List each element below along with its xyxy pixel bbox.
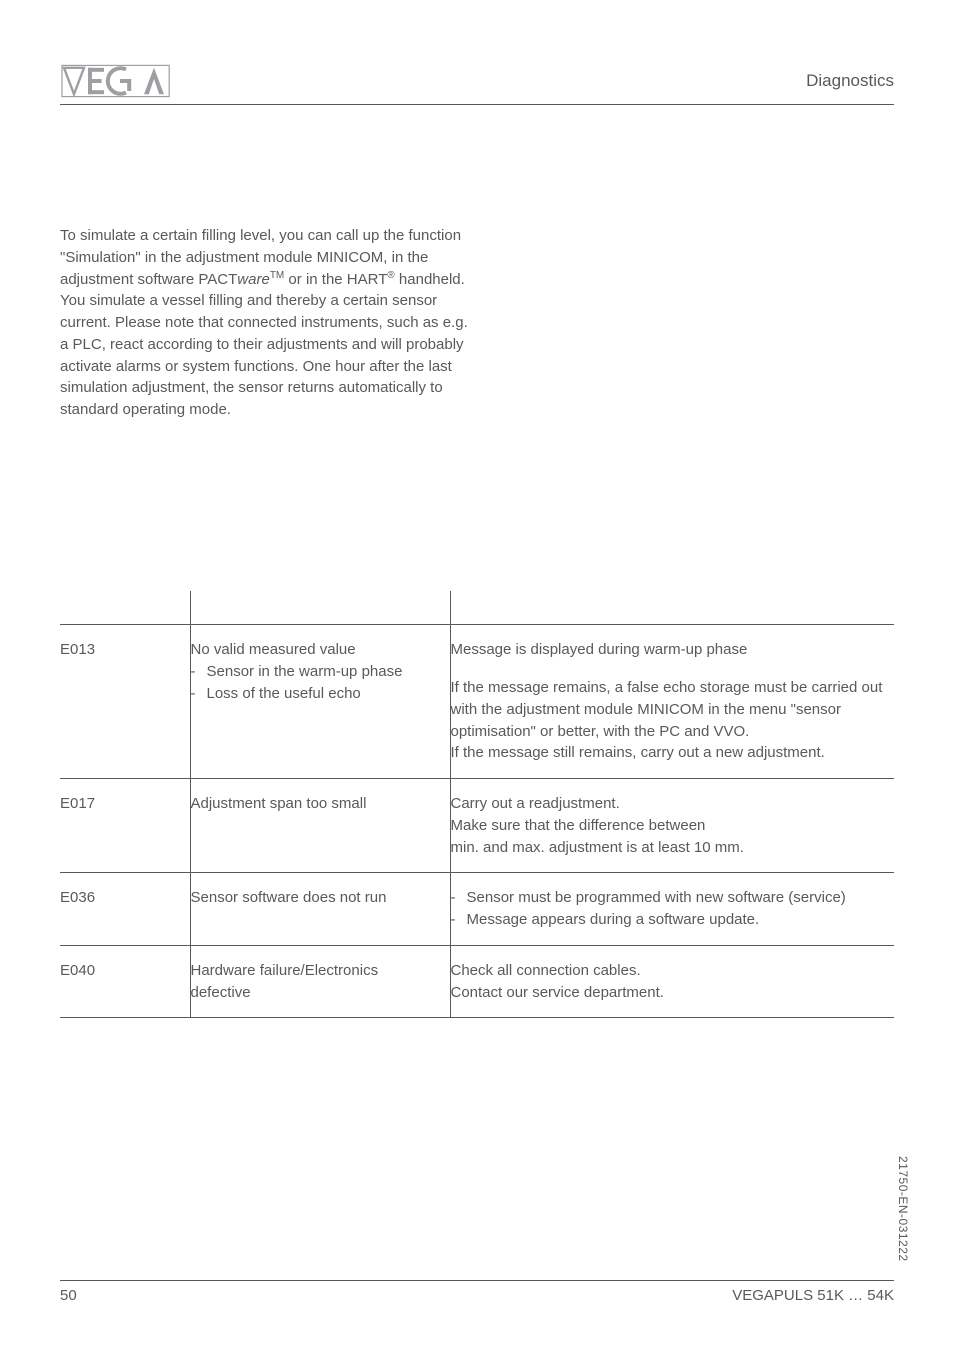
page-number: 50 (60, 1287, 77, 1304)
error-code: E036 (60, 873, 190, 946)
desc-item: - Loss of the useful echo (191, 683, 436, 705)
remedy-block: Message is displayed during warm-up phas… (451, 639, 895, 661)
desc-item: - Sensor in the warm-up phase (191, 661, 436, 683)
remedy-line: Make sure that the difference between (451, 815, 895, 837)
error-description: No valid measured value - Sensor in the … (190, 625, 450, 779)
table-header-cell (190, 591, 450, 625)
error-description: Hardware failure/Electronics defective (190, 945, 450, 1018)
intro-paragraph: To simulate a certain filling level, you… (60, 225, 470, 290)
error-remedy: Check all connection cables. Contact our… (450, 945, 894, 1018)
error-codes-table: E013 No valid measured value - Sensor in… (60, 591, 894, 1019)
intro-paragraph-2: You simulate a vessel filling and thereb… (60, 290, 470, 421)
desc-item-text: Sensor in the warm-up phase (207, 661, 436, 683)
document-id-vertical: 21750-EN-031222 (896, 1156, 910, 1262)
desc-item-text: Loss of the useful echo (207, 683, 436, 705)
table-row: E040 Hardware failure/Electronics defect… (60, 945, 894, 1018)
table-row: E017 Adjustment span too small Carry out… (60, 779, 894, 873)
intro-p1-ital: ware (237, 271, 270, 288)
table-header-cell (450, 591, 894, 625)
error-remedy: - Sensor must be programmed with new sof… (450, 873, 894, 946)
remedy-item-text: Message appears during a software update… (467, 909, 895, 931)
page-header: Diagnostics (60, 62, 894, 105)
dash: - (451, 887, 467, 909)
remedy-item: - Sensor must be programmed with new sof… (451, 887, 895, 909)
error-code: E017 (60, 779, 190, 873)
header-title: Diagnostics (806, 71, 894, 91)
error-remedy: Message is displayed during warm-up phas… (450, 625, 894, 779)
dash: - (451, 909, 467, 931)
product-name: VEGAPULS 51K … 54K (732, 1287, 894, 1304)
dash: - (191, 683, 207, 705)
remedy-line: min. and max. adjustment is at least 10 … (451, 837, 895, 859)
remedy-item-text: Sensor must be programmed with new softw… (467, 887, 895, 909)
error-code: E013 (60, 625, 190, 779)
error-remedy: Carry out a readjustment. Make sure that… (450, 779, 894, 873)
remedy-line: Carry out a readjustment. (451, 793, 895, 815)
intro-p1-tm: TM (270, 270, 284, 281)
remedy-item: - Message appears during a software upda… (451, 909, 895, 931)
vega-logo (60, 62, 180, 100)
remedy-block: If the message remains, a false echo sto… (451, 677, 895, 764)
table-header-row (60, 591, 894, 625)
table-header-cell (60, 591, 190, 625)
intro-p1-reg: ® (387, 270, 394, 281)
remedy-line: Check all connection cables. (451, 960, 895, 982)
table-row: E013 No valid measured value - Sensor in… (60, 625, 894, 779)
desc-main: No valid measured value (191, 641, 356, 658)
table-row: E036 Sensor software does not run - Sens… (60, 873, 894, 946)
error-description: Sensor software does not run (190, 873, 450, 946)
intro-p1-b: or in the HART (284, 271, 387, 288)
remedy-line: Contact our service department. (451, 982, 895, 1004)
error-description: Adjustment span too small (190, 779, 450, 873)
intro-text: To simulate a certain filling level, you… (60, 225, 470, 421)
dash: - (191, 661, 207, 683)
page-footer: 50 VEGAPULS 51K … 54K (60, 1280, 894, 1304)
error-code: E040 (60, 945, 190, 1018)
intro-p1-c: handheld. (395, 271, 465, 288)
